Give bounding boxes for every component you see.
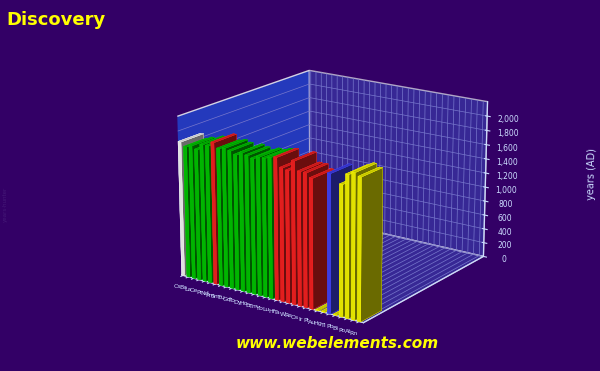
Text: www.webelements.com: www.webelements.com bbox=[235, 336, 439, 351]
Text: years·hunter: years·hunter bbox=[3, 186, 8, 222]
Text: Discovery: Discovery bbox=[6, 11, 105, 29]
